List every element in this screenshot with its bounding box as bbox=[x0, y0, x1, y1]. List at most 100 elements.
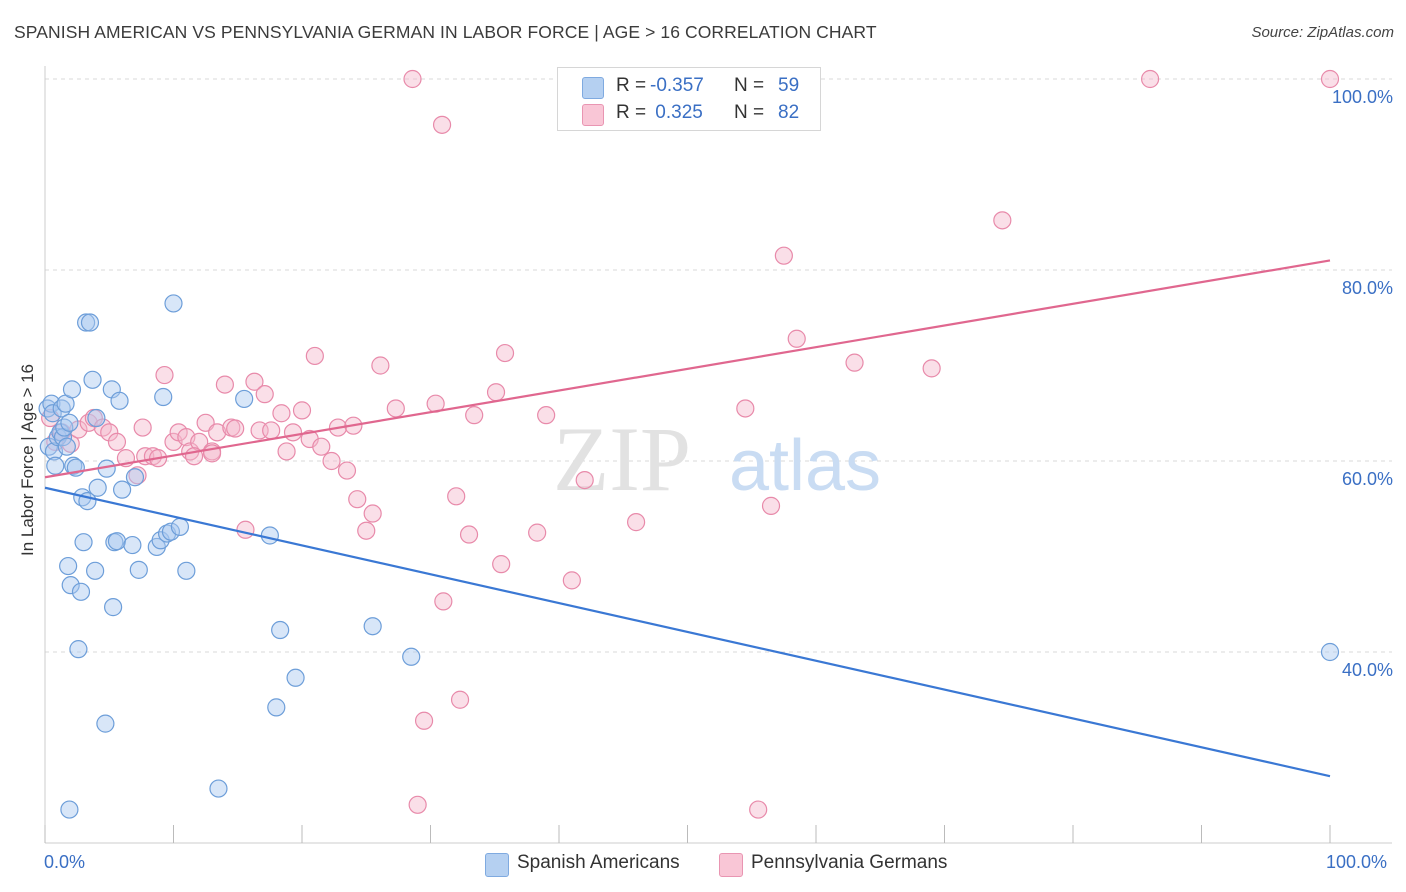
y-tick-label: 60.0% bbox=[1341, 469, 1393, 489]
point-pennsylvania-german bbox=[434, 592, 453, 611]
pink-legend-swatch bbox=[719, 853, 743, 877]
point-spanish-american bbox=[177, 561, 196, 580]
point-pennsylvania-german bbox=[277, 442, 296, 461]
point-pennsylvania-german bbox=[107, 432, 127, 451]
point-spanish-american bbox=[129, 560, 148, 579]
point-pennsylvania-german bbox=[922, 359, 941, 378]
axes-layer bbox=[44, 66, 1392, 844]
point-pennsylvania-german bbox=[133, 418, 152, 437]
point-pennsylvania-german bbox=[69, 420, 88, 439]
trendline-pennsylvania-germans bbox=[44, 259, 1331, 479]
point-spanish-american bbox=[77, 313, 96, 332]
point-pennsylvania-german bbox=[208, 423, 227, 442]
point-spanish-american bbox=[112, 480, 132, 499]
point-spanish-american bbox=[260, 526, 279, 545]
point-pennsylvania-german bbox=[245, 372, 264, 391]
point-pennsylvania-german bbox=[371, 356, 390, 375]
point-pennsylvania-german bbox=[408, 795, 427, 814]
point-pennsylvania-german bbox=[363, 504, 382, 523]
point-pennsylvania-german bbox=[414, 711, 434, 730]
y-tick-label: 40.0% bbox=[1341, 660, 1393, 680]
point-spanish-american bbox=[42, 394, 61, 413]
point-pennsylvania-german bbox=[357, 521, 376, 540]
points-layer bbox=[38, 69, 1340, 819]
point-pennsylvania-german bbox=[432, 115, 452, 134]
point-spanish-american bbox=[88, 478, 107, 497]
watermark-zip: ZIP bbox=[553, 408, 691, 510]
legend-label: Pennsylvania Germans bbox=[751, 852, 948, 873]
point-pennsylvania-german bbox=[761, 496, 781, 515]
point-spanish-american bbox=[164, 294, 183, 313]
point-spanish-american bbox=[170, 517, 190, 536]
point-pennsylvania-german bbox=[128, 466, 147, 485]
point-pennsylvania-german bbox=[305, 346, 324, 366]
watermark-atlas: atlas bbox=[729, 426, 881, 506]
point-spanish-american bbox=[86, 561, 105, 580]
chart-title: SPANISH AMERICAN VS PENNSYLVANIA GERMAN … bbox=[14, 22, 877, 42]
point-pennsylvania-german bbox=[459, 525, 479, 544]
point-pennsylvania-german bbox=[495, 343, 515, 363]
point-spanish-american bbox=[69, 640, 88, 659]
point-pennsylvania-german bbox=[447, 487, 466, 506]
point-pennsylvania-german bbox=[236, 520, 255, 539]
n-value: 59 bbox=[778, 75, 800, 96]
point-pennsylvania-german bbox=[749, 800, 768, 819]
point-pennsylvania-german bbox=[403, 69, 422, 89]
point-pennsylvania-german bbox=[215, 375, 234, 394]
y-tick-label: 100.0% bbox=[1331, 87, 1393, 107]
blue-legend-swatch bbox=[485, 853, 509, 877]
point-pennsylvania-german bbox=[845, 353, 864, 372]
point-spanish-american bbox=[80, 313, 100, 332]
point-pennsylvania-german bbox=[492, 555, 511, 574]
trendline-spanish-americans bbox=[44, 486, 1331, 778]
point-pennsylvania-german bbox=[1320, 69, 1340, 89]
point-pennsylvania-german bbox=[272, 404, 291, 423]
point-pennsylvania-german bbox=[100, 423, 119, 442]
point-spanish-american bbox=[83, 370, 102, 389]
point-pennsylvania-german bbox=[386, 399, 405, 418]
r-label: R = bbox=[616, 102, 647, 123]
point-pennsylvania-german bbox=[537, 406, 556, 425]
point-spanish-american bbox=[87, 408, 106, 428]
point-spanish-american bbox=[71, 582, 91, 601]
point-spanish-american bbox=[60, 800, 79, 819]
point-spanish-american bbox=[154, 387, 173, 407]
source-credit: Source: ZipAtlas.com bbox=[1251, 24, 1394, 41]
pink-swatch bbox=[582, 104, 604, 126]
point-spanish-american bbox=[209, 779, 228, 798]
r-label: R = bbox=[616, 75, 647, 96]
point-pennsylvania-german bbox=[486, 383, 506, 402]
point-spanish-american bbox=[271, 620, 290, 640]
x-tick-label-min: 0.0% bbox=[44, 852, 86, 872]
point-spanish-american bbox=[43, 404, 62, 423]
point-pennsylvania-german bbox=[774, 246, 793, 265]
point-pennsylvania-german bbox=[787, 329, 806, 348]
point-spanish-american bbox=[363, 617, 382, 636]
point-pennsylvania-german bbox=[348, 490, 367, 509]
point-spanish-american bbox=[46, 456, 65, 475]
n-value: 82 bbox=[778, 102, 800, 123]
point-pennsylvania-german bbox=[1140, 69, 1160, 89]
r-value: 0.325 bbox=[650, 102, 703, 123]
point-pennsylvania-german bbox=[450, 690, 470, 709]
point-spanish-american bbox=[59, 556, 78, 576]
point-spanish-american bbox=[64, 456, 83, 475]
point-pennsylvania-german bbox=[292, 401, 312, 420]
r-value: -0.357 bbox=[650, 75, 704, 96]
point-pennsylvania-german bbox=[155, 365, 174, 385]
point-spanish-american bbox=[107, 532, 127, 551]
n-label: N = bbox=[734, 102, 765, 123]
point-pennsylvania-german bbox=[322, 451, 341, 471]
y-axis-label: In Labor Force | Age > 16 bbox=[18, 363, 37, 557]
point-spanish-american bbox=[61, 576, 80, 595]
point-spanish-american bbox=[104, 598, 123, 617]
x-tick-label-max: 100.0% bbox=[1326, 852, 1388, 872]
point-pennsylvania-german bbox=[262, 421, 281, 440]
grid-layer bbox=[45, 78, 1392, 653]
point-pennsylvania-german bbox=[255, 385, 274, 404]
point-spanish-american bbox=[1320, 642, 1340, 662]
point-pennsylvania-german bbox=[465, 406, 484, 425]
point-spanish-american bbox=[96, 714, 115, 733]
n-label: N = bbox=[734, 75, 765, 96]
